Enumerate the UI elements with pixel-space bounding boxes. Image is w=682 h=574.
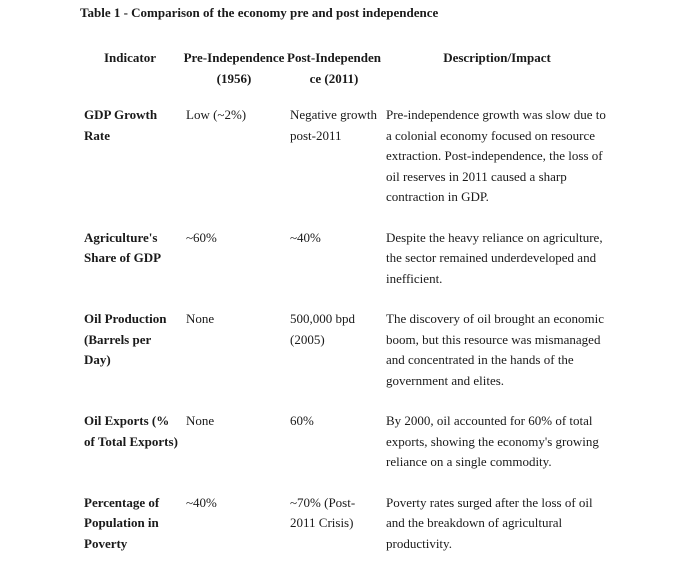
cell-description: Despite the heavy reliance on agricultur… [382,228,612,310]
cell-description: The discovery of oil brought an economic… [382,309,612,411]
table-row: Oil Production (Barrels per Day) None 50… [78,309,612,411]
cell-pre: None [182,309,286,411]
table-row: GDP Growth Rate Low (~2%) Negative growt… [78,105,612,228]
table-row: Agriculture's Share of GDP ~60% ~40% Des… [78,228,612,310]
cell-description: Poverty rates surged after the loss of o… [382,493,612,574]
cell-post: ~40% [286,228,382,310]
header-post-independence: Post-Independence (2011) [286,48,382,105]
cell-pre: None [182,411,286,493]
document-page: Table 1 - Comparison of the economy pre … [0,0,682,533]
cell-pre: ~40% [182,493,286,574]
cell-indicator: Oil Exports (% of Total Exports) [78,411,182,493]
cell-post: 60% [286,411,382,493]
header-pre-independence: Pre-Independence (1956) [182,48,286,105]
cell-post: ~70% (Post-2011 Crisis) [286,493,382,574]
cell-indicator: Oil Production (Barrels per Day) [78,309,182,411]
cell-indicator: Agriculture's Share of GDP [78,228,182,310]
table-caption: Table 1 - Comparison of the economy pre … [80,4,438,22]
comparison-table: Indicator Pre-Independence (1956) Post-I… [78,48,612,574]
header-description: Description/Impact [382,48,612,105]
table-header-row: Indicator Pre-Independence (1956) Post-I… [78,48,612,105]
cell-indicator: GDP Growth Rate [78,105,182,228]
cell-indicator: Percentage of Population in Poverty [78,493,182,574]
cell-description: Pre-independence growth was slow due to … [382,105,612,228]
cell-pre: Low (~2%) [182,105,286,228]
table-row: Percentage of Population in Poverty ~40%… [78,493,612,574]
cell-post: 500,000 bpd (2005) [286,309,382,411]
cell-pre: ~60% [182,228,286,310]
cell-post: Negative growth post-2011 [286,105,382,228]
table-row: Oil Exports (% of Total Exports) None 60… [78,411,612,493]
header-indicator: Indicator [78,48,182,105]
cell-description: By 2000, oil accounted for 60% of total … [382,411,612,493]
